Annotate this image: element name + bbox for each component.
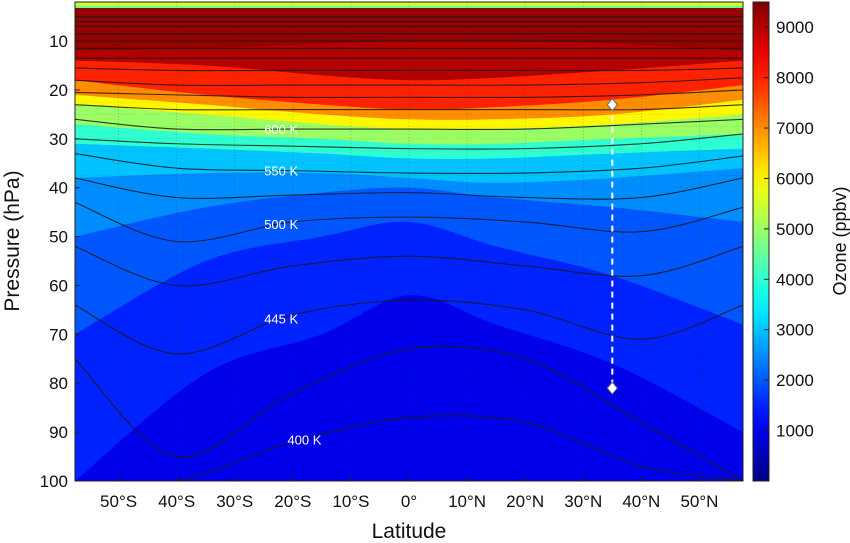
y-tick-label: 80 — [49, 374, 68, 393]
x-axis-ticks: 50°S 40°S 30°S 20°S 10°S 0° 10°N 20°N 30°N 40°N 50… — [100, 476, 718, 511]
contour-label: 550 K — [264, 163, 298, 178]
isentrope-line — [75, 152, 743, 175]
contour-labels: 600 K 550 K 500 K 445 K 400 K — [264, 122, 322, 447]
colorbar-ticks: 1000 2000 3000 4000 5000 6000 7000 8000 9000 — [764, 18, 814, 441]
x-tick-label: 40°N — [622, 492, 660, 511]
isentrope-line — [75, 133, 743, 150]
colorbar-tick-label: 5000 — [776, 220, 814, 239]
colorbar-tick-label: 1000 — [776, 422, 814, 441]
y-tick-label: 50 — [49, 228, 68, 247]
contour-label: 600 K — [264, 122, 298, 137]
isentrope-line — [75, 177, 743, 200]
contour-label: 400 K — [287, 432, 321, 447]
y-tick-label: 70 — [49, 325, 68, 344]
isentrope-line — [75, 89, 743, 99]
x-tick-label: 20°S — [274, 492, 311, 511]
colorbar-tick-label: 9000 — [776, 18, 814, 37]
y-axis-ticks: 10 20 30 40 50 60 70 80 90 100 — [40, 32, 80, 491]
colorbar-title: Ozone (ppbv) — [830, 186, 850, 295]
x-tick-label: 30°S — [216, 492, 253, 511]
y-tick-label: 60 — [49, 276, 68, 295]
colorbar-tick-label: 7000 — [776, 119, 814, 138]
ozone-band — [75, 295, 743, 481]
profile-marker — [606, 97, 618, 395]
x-tick-label: 30°N — [564, 492, 602, 511]
x-tick-label: 10°N — [448, 492, 486, 511]
isentrope-line — [75, 345, 743, 481]
colorbar-tick-label: 8000 — [776, 69, 814, 88]
ozone-band-edge — [75, 2, 743, 6]
y-tick-label: 10 — [49, 32, 68, 51]
contour-label: 445 K — [264, 312, 298, 327]
isentrope-line — [75, 299, 743, 355]
colorbar-tick-label: 2000 — [776, 371, 814, 390]
y-axis-title: Pressure (hPa) — [1, 170, 24, 311]
y-tick-label: 90 — [49, 423, 68, 442]
contour-label: 500 K — [264, 217, 298, 232]
isentrope-line — [75, 118, 743, 131]
x-tick-label: 50°S — [100, 492, 137, 511]
isentrope-line — [75, 77, 743, 87]
x-axis-title: Latitude — [372, 520, 447, 543]
x-tick-label: 40°S — [158, 492, 195, 511]
colorbar-tick-label: 3000 — [776, 321, 814, 340]
isentrope-line — [75, 104, 743, 111]
x-tick-label: 50°N — [680, 492, 718, 511]
x-tick-label: 10°S — [332, 492, 369, 511]
x-tick-label: 20°N — [506, 492, 544, 511]
ozone-heatmap — [75, 2, 743, 481]
isentrope-contours — [75, 16, 743, 481]
colorbar-tick-label: 6000 — [776, 169, 814, 188]
colorbar — [752, 1, 770, 482]
profile-diamond — [606, 97, 618, 112]
y-tick-label: 40 — [49, 179, 68, 198]
y-tick-label: 20 — [49, 81, 68, 100]
y-tick-label: 30 — [49, 130, 68, 149]
isentrope-line — [75, 201, 743, 243]
isentrope-line — [75, 245, 743, 287]
profile-diamond — [606, 381, 618, 395]
x-tick-label: 0° — [401, 492, 417, 511]
isentrope-line — [75, 67, 743, 72]
y-tick-label: 100 — [40, 472, 68, 491]
colorbar-tick-label: 4000 — [776, 270, 814, 289]
